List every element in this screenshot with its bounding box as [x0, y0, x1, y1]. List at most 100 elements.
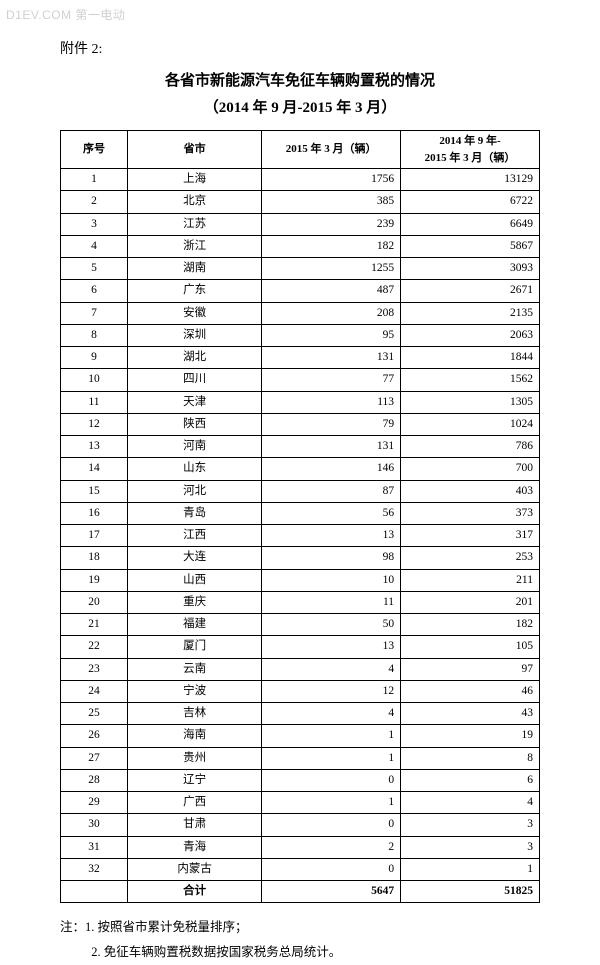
cell-num: 8 — [61, 324, 128, 346]
cell-province: 山西 — [128, 569, 262, 591]
table-row: 10四川771562 — [61, 369, 540, 391]
cell-march: 56 — [262, 502, 401, 524]
table-row: 29广西14 — [61, 792, 540, 814]
cell-total-blank — [61, 881, 128, 903]
cell-province: 大连 — [128, 547, 262, 569]
cell-march: 10 — [262, 569, 401, 591]
cell-province: 上海 — [128, 169, 262, 191]
cell-total-label: 合计 — [128, 881, 262, 903]
cell-march: 87 — [262, 480, 401, 502]
table-row: 17江西13317 — [61, 525, 540, 547]
header-province: 省市 — [128, 131, 262, 169]
cell-num: 28 — [61, 769, 128, 791]
cell-total-a: 5647 — [262, 881, 401, 903]
notes-section: 注：1. 按照省市累计免税量排序； 2. 免征车辆购置税数据按国家税务总局统计。 — [60, 915, 540, 965]
table-row: 19山西10211 — [61, 569, 540, 591]
table-row: 30甘肃03 — [61, 814, 540, 836]
cell-cumulative: 3093 — [401, 258, 540, 280]
cell-march: 131 — [262, 436, 401, 458]
cell-cumulative: 97 — [401, 658, 540, 680]
cell-num: 20 — [61, 591, 128, 613]
attachment-label: 附件 2: — [60, 38, 540, 58]
cell-num: 27 — [61, 747, 128, 769]
table-row: 23云南497 — [61, 658, 540, 680]
cell-num: 22 — [61, 636, 128, 658]
cell-total-b: 51825 — [401, 881, 540, 903]
cell-province: 山东 — [128, 458, 262, 480]
cell-cumulative: 13129 — [401, 169, 540, 191]
cell-province: 广东 — [128, 280, 262, 302]
cell-num: 3 — [61, 213, 128, 235]
cell-march: 13 — [262, 636, 401, 658]
cell-march: 146 — [262, 458, 401, 480]
cell-province: 广西 — [128, 792, 262, 814]
cell-march: 4 — [262, 703, 401, 725]
cell-march: 1756 — [262, 169, 401, 191]
table-row: 32内蒙古01 — [61, 858, 540, 880]
cell-march: 77 — [262, 369, 401, 391]
cell-province: 河北 — [128, 480, 262, 502]
table-row: 5湖南12553093 — [61, 258, 540, 280]
cell-province: 浙江 — [128, 235, 262, 257]
cell-march: 131 — [262, 347, 401, 369]
table-row: 3江苏2396649 — [61, 213, 540, 235]
cell-march: 95 — [262, 324, 401, 346]
cell-province: 深圳 — [128, 324, 262, 346]
cell-cumulative: 6 — [401, 769, 540, 791]
cell-province: 内蒙古 — [128, 858, 262, 880]
cell-march: 50 — [262, 614, 401, 636]
note-1: 注：1. 按照省市累计免税量排序； — [60, 915, 540, 940]
cell-province: 湖南 — [128, 258, 262, 280]
header-col-b: 2014 年 9 年- 2015 年 3 月（辆） — [401, 131, 540, 169]
table-total-row: 合计564751825 — [61, 881, 540, 903]
cell-cumulative: 3 — [401, 814, 540, 836]
cell-num: 17 — [61, 525, 128, 547]
cell-cumulative: 43 — [401, 703, 540, 725]
table-row: 6广东4872671 — [61, 280, 540, 302]
cell-num: 2 — [61, 191, 128, 213]
header-col-a: 2015 年 3 月（辆） — [262, 131, 401, 169]
cell-num: 13 — [61, 436, 128, 458]
cell-province: 贵州 — [128, 747, 262, 769]
cell-march: 79 — [262, 413, 401, 435]
cell-province: 天津 — [128, 391, 262, 413]
cell-march: 98 — [262, 547, 401, 569]
title-line-2: （2014 年 9 月-2015 年 3 月） — [60, 95, 540, 122]
cell-province: 陕西 — [128, 413, 262, 435]
cell-cumulative: 6722 — [401, 191, 540, 213]
table-row: 26海南119 — [61, 725, 540, 747]
cell-march: 0 — [262, 858, 401, 880]
cell-march: 208 — [262, 302, 401, 324]
cell-num: 29 — [61, 792, 128, 814]
cell-num: 21 — [61, 614, 128, 636]
table-row: 25吉林443 — [61, 703, 540, 725]
table-row: 9湖北1311844 — [61, 347, 540, 369]
cell-province: 海南 — [128, 725, 262, 747]
table-row: 1上海175613129 — [61, 169, 540, 191]
cell-province: 辽宁 — [128, 769, 262, 791]
cell-province: 甘肃 — [128, 814, 262, 836]
cell-march: 1 — [262, 792, 401, 814]
cell-cumulative: 1 — [401, 858, 540, 880]
cell-march: 0 — [262, 814, 401, 836]
cell-cumulative: 2671 — [401, 280, 540, 302]
cell-province: 四川 — [128, 369, 262, 391]
cell-num: 7 — [61, 302, 128, 324]
document-title: 各省市新能源汽车免征车辆购置税的情况 （2014 年 9 月-2015 年 3 … — [60, 68, 540, 122]
cell-num: 23 — [61, 658, 128, 680]
table-row: 21福建50182 — [61, 614, 540, 636]
cell-province: 宁波 — [128, 680, 262, 702]
cell-cumulative: 2063 — [401, 324, 540, 346]
cell-num: 18 — [61, 547, 128, 569]
cell-cumulative: 700 — [401, 458, 540, 480]
cell-cumulative: 1305 — [401, 391, 540, 413]
cell-num: 30 — [61, 814, 128, 836]
table-row: 12陕西791024 — [61, 413, 540, 435]
title-line-1: 各省市新能源汽车免征车辆购置税的情况 — [60, 68, 540, 95]
table-row: 27贵州18 — [61, 747, 540, 769]
table-row: 31青海23 — [61, 836, 540, 858]
cell-cumulative: 3 — [401, 836, 540, 858]
cell-num: 16 — [61, 502, 128, 524]
note-2: 2. 免征车辆购置税数据按国家税务总局统计。 — [91, 940, 540, 965]
cell-cumulative: 1024 — [401, 413, 540, 435]
